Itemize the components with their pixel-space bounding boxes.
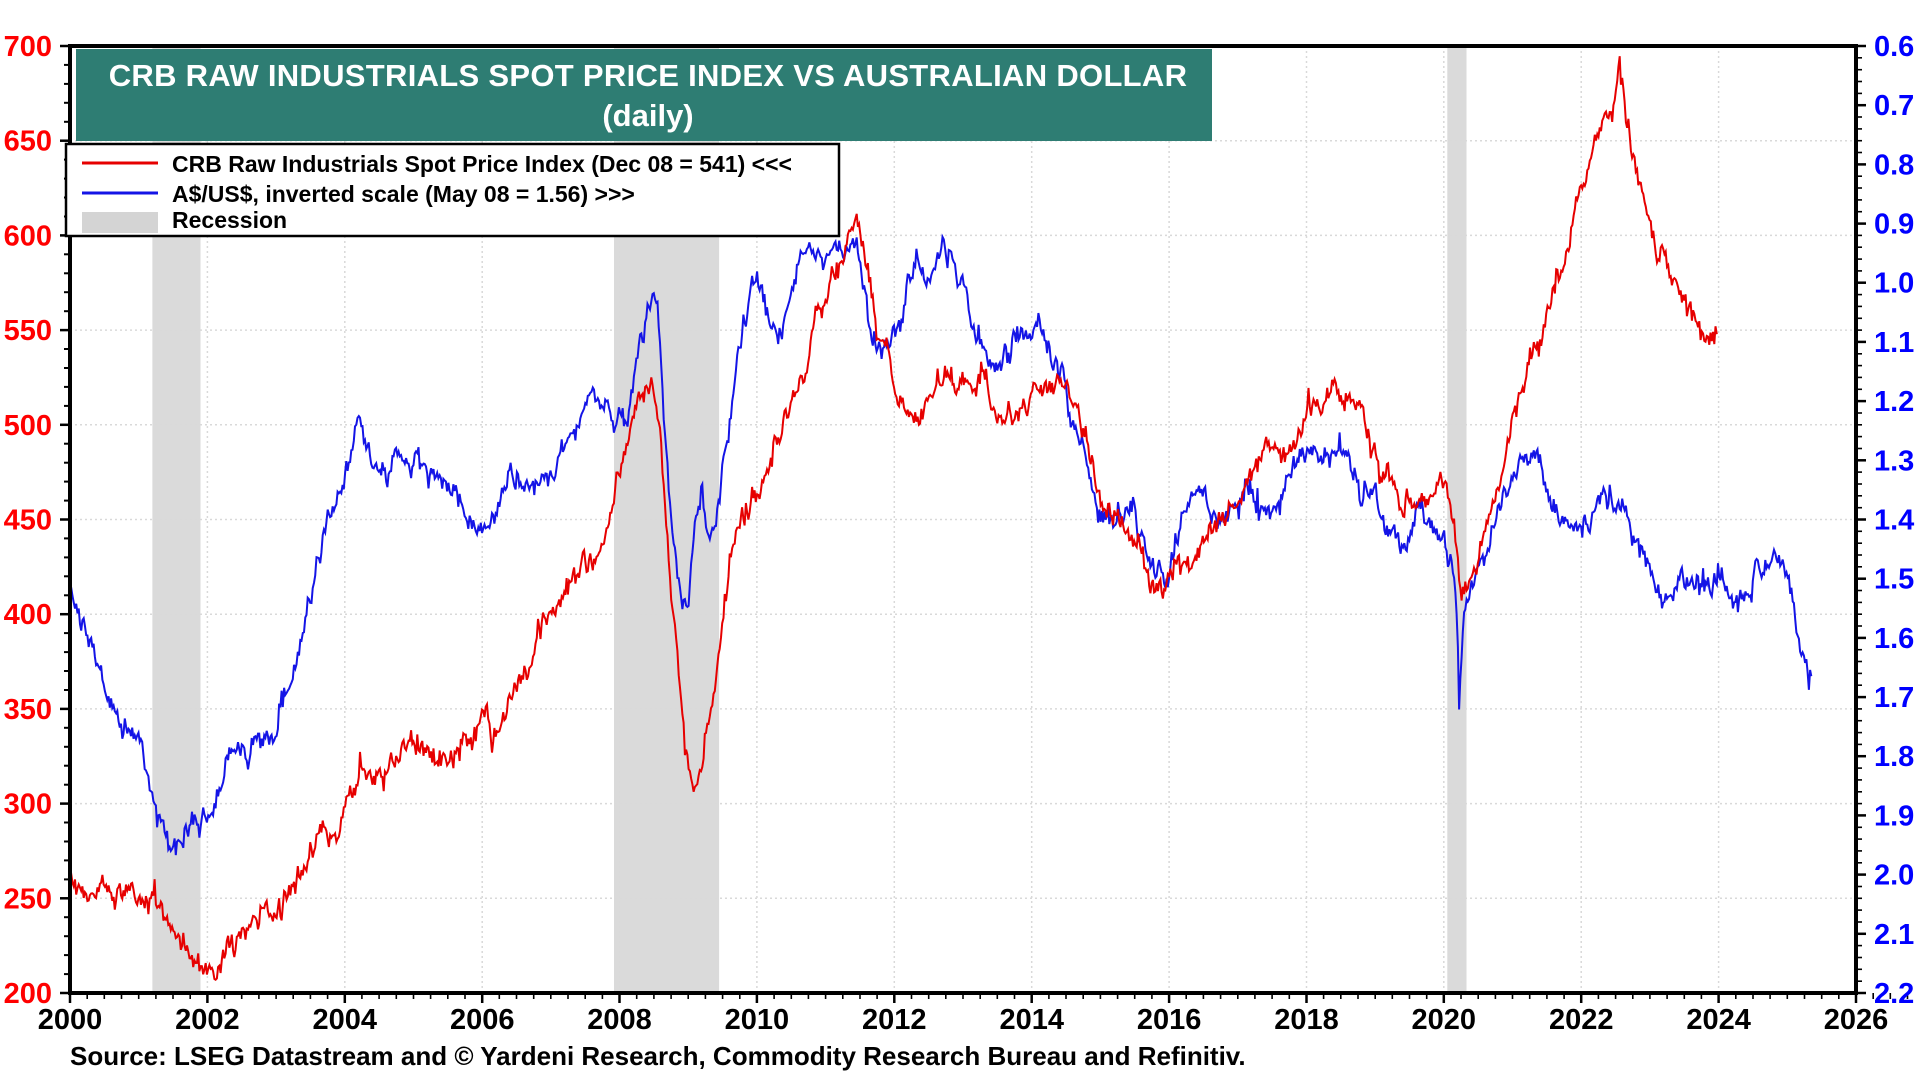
svg-text:2.1: 2.1	[1874, 919, 1914, 951]
svg-text:650: 650	[4, 126, 52, 158]
svg-text:200: 200	[4, 978, 52, 1010]
svg-text:CRB RAW INDUSTRIALS SPOT PRICE: CRB RAW INDUSTRIALS SPOT PRICE INDEX VS …	[109, 58, 1188, 93]
svg-text:350: 350	[4, 694, 52, 726]
svg-text:2002: 2002	[175, 1004, 240, 1036]
svg-text:500: 500	[4, 410, 52, 442]
svg-text:(daily): (daily)	[602, 98, 693, 133]
svg-text:2020: 2020	[1412, 1004, 1477, 1036]
svg-text:2016: 2016	[1137, 1004, 1202, 1036]
svg-text:2.2: 2.2	[1874, 978, 1914, 1010]
svg-text:1.1: 1.1	[1874, 327, 1914, 359]
svg-text:0.9: 0.9	[1874, 209, 1914, 241]
svg-text:2004: 2004	[313, 1004, 378, 1036]
svg-text:0.6: 0.6	[1874, 31, 1914, 63]
svg-text:1.3: 1.3	[1874, 445, 1914, 477]
svg-text:A$/US$, inverted scale (May 08: A$/US$, inverted scale (May 08 = 1.56) >…	[172, 181, 635, 207]
svg-text:2006: 2006	[450, 1004, 515, 1036]
svg-text:2010: 2010	[725, 1004, 790, 1036]
svg-text:2024: 2024	[1686, 1004, 1751, 1036]
svg-text:1.0: 1.0	[1874, 268, 1914, 300]
svg-text:2014: 2014	[999, 1004, 1064, 1036]
svg-text:0.8: 0.8	[1874, 149, 1914, 181]
svg-text:1.2: 1.2	[1874, 386, 1914, 418]
svg-text:0.7: 0.7	[1874, 90, 1914, 122]
svg-text:550: 550	[4, 315, 52, 347]
svg-text:1.6: 1.6	[1874, 623, 1914, 655]
svg-text:CRB Raw Industrials Spot Price: CRB Raw Industrials Spot Price Index (De…	[172, 151, 792, 177]
svg-text:250: 250	[4, 883, 52, 915]
svg-text:Recession: Recession	[172, 207, 287, 233]
svg-text:Source: LSEG Datastream and ©: Source: LSEG Datastream and © Yardeni Re…	[70, 1041, 1246, 1071]
svg-text:1.7: 1.7	[1874, 682, 1914, 714]
svg-text:1.8: 1.8	[1874, 741, 1914, 773]
svg-text:2.0: 2.0	[1874, 860, 1914, 892]
svg-text:2018: 2018	[1274, 1004, 1339, 1036]
svg-text:300: 300	[4, 789, 52, 821]
svg-text:2012: 2012	[862, 1004, 927, 1036]
svg-text:450: 450	[4, 505, 52, 537]
svg-text:400: 400	[4, 599, 52, 631]
svg-text:1.5: 1.5	[1874, 564, 1914, 596]
svg-text:600: 600	[4, 220, 52, 252]
svg-text:1.9: 1.9	[1874, 800, 1914, 832]
svg-text:2008: 2008	[587, 1004, 652, 1036]
svg-text:2022: 2022	[1549, 1004, 1614, 1036]
svg-text:1.4: 1.4	[1874, 505, 1914, 537]
svg-text:700: 700	[4, 31, 52, 63]
